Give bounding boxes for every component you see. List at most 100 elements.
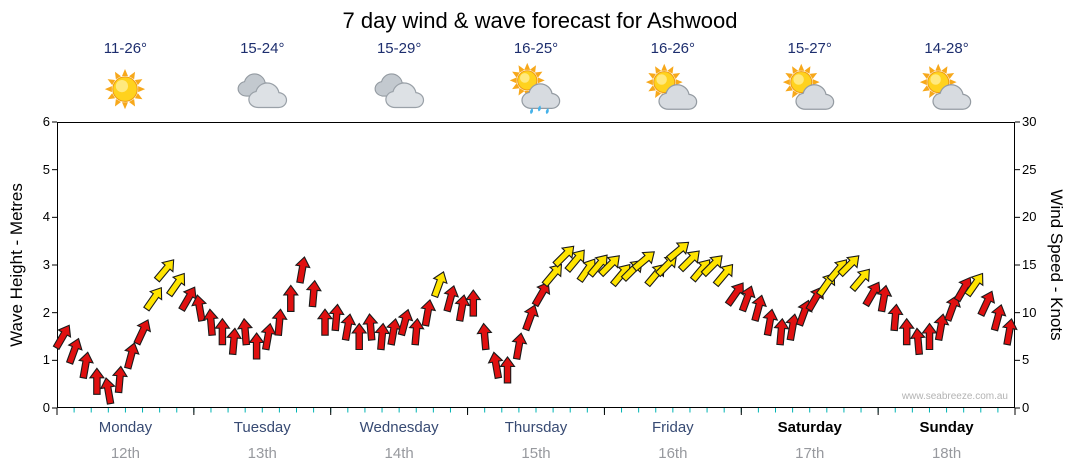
wind-arrow [111,365,129,394]
temperature-range-label: 15-24° [240,40,285,57]
watermark: www.seabreeze.com.au [901,391,1008,402]
plot-border [57,122,1015,408]
wind-arrow [408,317,425,346]
wind-arrow [921,322,938,351]
wind-arrow [887,303,904,332]
wind-arrow [99,377,116,405]
wind-speed-tick-label: 20 [1022,209,1037,225]
wind-arrow [214,317,231,346]
wind-speed-tick-label: 5 [1022,352,1030,368]
weather-icon-partly-cloudy [645,60,701,116]
wind-arrow [397,308,414,337]
weather-icon-showers [508,60,564,116]
date-label: 16th [658,445,688,462]
wind-arrow [990,303,1007,332]
y-axis-left-title: Wave Height - Metres [7,183,26,347]
wind-arrow [476,322,493,351]
temperature-range-label: 14-28° [924,40,969,57]
wind-arrow [499,355,516,384]
wave-height-tick-label: 5 [42,161,50,177]
weekday-label: Thursday [504,419,568,436]
wind-arrow [837,255,860,278]
wind-arrow [1001,317,1018,346]
wave-height-tick-label: 3 [42,257,50,272]
wind-arrow [631,251,655,272]
wind-arrow [362,313,379,341]
wind-arrow [88,367,105,395]
wave-height-tick-label: 4 [42,209,50,225]
page-title: 7 day wind & wave forecast for Ashwood [342,8,738,33]
wind-arrow [191,294,208,322]
wind-arrow [225,327,243,356]
wind-arrow [964,272,984,298]
wind-arrow [165,272,186,298]
wind-arrow [153,259,175,283]
wind-arrow [541,263,563,288]
temperature-range-label: 11-26° [103,40,148,57]
wind-speed-tick-label: 25 [1022,161,1037,177]
wind-arrow [700,255,723,278]
wind-arrow [465,289,482,317]
wind-arrow [849,268,870,293]
wind-arrow [248,332,265,360]
wind-arrow [933,313,950,341]
wind-arrow [143,286,163,312]
wind-arrow [420,298,437,327]
wind-speed-tick-label: 30 [1022,114,1037,129]
weather-icon-cloudy [234,60,290,116]
wind-arrow [271,308,288,337]
y-axis-right-title: Wind Speed - Knots [1047,189,1066,341]
wave-height-tick-label: 1 [42,352,50,368]
wind-arrow [522,304,539,332]
weekday-label: Sunday [919,419,974,436]
wind-speed-tick-label: 15 [1022,257,1037,272]
wind-arrow [374,322,391,351]
wind-arrow [316,308,334,336]
wind-arrow [665,241,690,263]
temperature-range-label: 15-29° [376,40,422,57]
wind-arrow [328,303,345,332]
weekday-label: Tuesday [233,419,291,436]
wind-arrow [677,250,700,273]
wind-arrow [531,281,551,308]
weather-icon-partly-cloudy [919,60,975,116]
wind-arrow [762,308,779,337]
date-label: 15th [521,445,551,462]
wind-arrow [487,351,504,380]
wave-height-tick-label: 0 [42,400,50,415]
weekday-label: Wednesday [359,419,439,436]
wind-arrow [340,313,357,341]
wind-arrow [52,324,72,351]
wind-arrow [78,351,94,380]
weather-icon-partly-cloudy [782,60,838,116]
wind-arrow [738,285,756,313]
wind-arrow [751,294,767,322]
weather-icon-cloudy [371,60,427,116]
wind-arrow [133,319,152,346]
wind-arrow [351,322,368,351]
date-label: 14th [384,445,414,462]
wind-arrow [944,294,961,322]
date-label: 13th [247,445,277,462]
wind-arrow [511,332,528,360]
wind-arrow [294,256,311,284]
wind-arrow [305,279,322,308]
date-label: 12th [110,445,141,462]
wind-arrow [773,317,790,346]
wind-arrow [898,317,915,346]
weekday-label: Monday [98,419,153,436]
wind-arrow [123,342,140,370]
weekday-label: Saturday [777,419,842,436]
weekday-label: Friday [652,419,694,436]
wind-arrow [454,294,471,322]
weather-icon-sunny [97,60,153,116]
wind-wave-chart [52,121,1020,415]
wind-arrow [236,317,254,346]
temperature-range-label: 16-25° [513,40,559,57]
wind-arrow [597,255,620,278]
wind-arrow [724,282,744,307]
date-label: 17th [795,445,825,462]
wind-arrow [65,337,83,365]
temperature-range-label: 16-26° [650,40,696,57]
